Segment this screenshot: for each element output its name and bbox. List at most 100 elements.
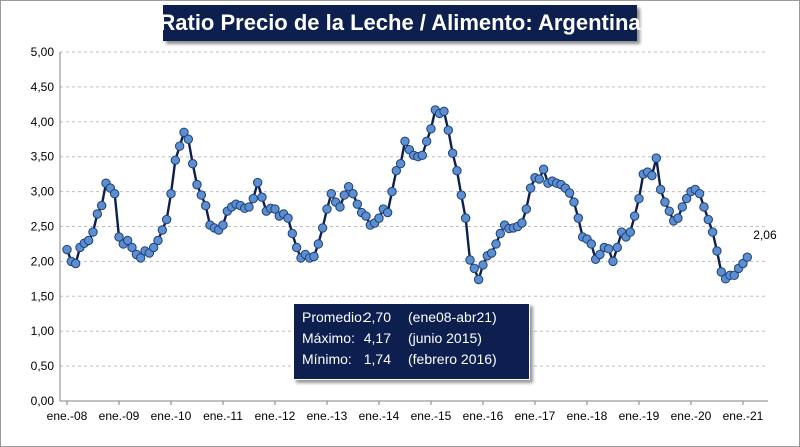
data-point (712, 246, 722, 256)
data-point (62, 244, 72, 255)
data-point (677, 202, 687, 212)
data-point (664, 206, 674, 216)
x-axis-ticks: ene.-08 ene.-09 ene.-10 ene.-11 ene.-12 ene.-… (47, 401, 764, 423)
data-point (573, 213, 583, 223)
y-tick-label: 3,50 (31, 150, 55, 164)
data-point (335, 202, 345, 212)
data-point (517, 218, 527, 228)
stat-label: Máximo: (302, 330, 355, 346)
data-point (339, 190, 350, 200)
data-point (317, 223, 328, 233)
data-point (291, 242, 302, 253)
data-point (634, 193, 644, 204)
data-point (716, 267, 726, 277)
stat-row-max: Máximo: 4,17 (junio 2015) (302, 328, 529, 349)
data-point (603, 244, 614, 254)
x-tick-label: ene.-16 (463, 409, 504, 423)
data-point (447, 148, 458, 158)
x-tick-label: ene.-18 (567, 409, 608, 423)
y-tick-label: 2,50 (31, 220, 55, 234)
data-point (473, 274, 484, 285)
data-point (352, 199, 363, 209)
stat-row-average: Promedio: 2,70 (ene08-abr21) (302, 307, 529, 328)
data-point (612, 242, 622, 253)
y-tick-label: 2,00 (31, 254, 55, 268)
data-point (452, 165, 462, 176)
data-point (252, 177, 263, 188)
data-point (187, 158, 198, 169)
chart-title-box: Ratio Precio de la Leche / Alimento: Arg… (159, 5, 641, 41)
data-point (70, 258, 81, 269)
data-point (625, 227, 635, 237)
data-point (283, 213, 293, 223)
stat-value: 1,74 (363, 351, 391, 367)
data-point (564, 188, 575, 198)
data-point (491, 239, 501, 249)
data-point (382, 207, 393, 218)
last-value-label: 2,06 (753, 228, 777, 242)
data-point (196, 190, 207, 200)
data-point (629, 211, 640, 221)
stat-note: (junio 2015) (408, 330, 482, 346)
data-point (326, 188, 337, 199)
data-point (170, 155, 181, 165)
data-point (96, 200, 107, 211)
data-point (161, 214, 172, 225)
data-point (729, 270, 739, 281)
data-point (521, 204, 531, 214)
data-point (135, 253, 146, 263)
data-point (257, 192, 267, 202)
y-tick-label: 4,00 (31, 115, 55, 129)
x-tick-label: ene.-17 (515, 409, 556, 423)
data-point (495, 228, 505, 239)
data-point (538, 164, 549, 174)
data-point (426, 124, 436, 134)
data-point (673, 213, 683, 223)
data-point (183, 134, 194, 144)
data-point (88, 227, 98, 237)
data-point (309, 251, 319, 262)
data-point (486, 248, 497, 258)
y-axis-ticks: 0,00 0,50 1,00 1,50 2,00 2,50 3,00 3,50 4,00 4,50… (31, 45, 55, 408)
stats-box: Promedio: 2,70 (ene08-abr21) Máximo: 4,1… (293, 303, 530, 380)
data-point (166, 188, 176, 199)
x-tick-label: ene.-14 (359, 409, 400, 423)
data-point (374, 213, 384, 223)
y-tick-label: 3,00 (31, 185, 55, 199)
data-point (127, 242, 137, 253)
x-tick-label: ene.-21 (723, 409, 764, 423)
data-point (361, 211, 371, 221)
x-tick-label: ene.-10 (151, 409, 192, 423)
data-point (179, 127, 189, 137)
data-point (192, 179, 202, 190)
data-point (660, 197, 670, 207)
data-point (83, 235, 94, 246)
data-point (343, 182, 354, 192)
y-tick-label: 5,00 (31, 45, 55, 59)
data-point (681, 193, 692, 204)
data-point (703, 214, 713, 225)
data-point (694, 188, 705, 199)
data-point (456, 190, 466, 200)
data-point (439, 106, 449, 117)
x-tick-label: ene.-12 (255, 409, 296, 423)
data-point (569, 197, 579, 207)
data-point (400, 136, 410, 147)
data-point (109, 188, 120, 199)
stat-label: Mínimo: (302, 351, 352, 367)
data-point (387, 186, 397, 197)
x-tick-label: ene.-11 (203, 409, 243, 423)
stat-value: 4,17 (363, 330, 391, 346)
y-tick-label: 0,50 (31, 359, 55, 373)
data-point (651, 153, 661, 163)
x-tick-label: ene.-08 (47, 409, 88, 423)
data-point (148, 242, 159, 253)
data-point (707, 227, 718, 237)
data-point (460, 213, 471, 223)
x-tick-label: ene.-15 (411, 409, 452, 423)
y-tick-label: 1,50 (31, 289, 55, 303)
x-tick-label: ene.-09 (99, 409, 140, 423)
stat-note: (febrero 2016) (408, 351, 497, 367)
data-point (122, 235, 133, 246)
stat-value: 2,70 (363, 309, 391, 325)
